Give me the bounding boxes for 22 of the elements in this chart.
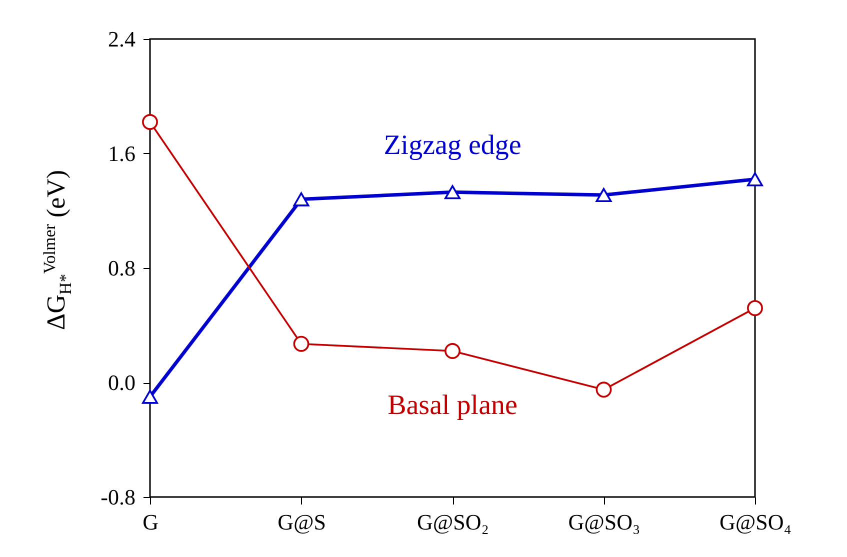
x-tick-label: G@SO₂: [417, 510, 489, 534]
point: [293, 336, 310, 352]
point: [142, 390, 158, 404]
y-tick-label: 0.0: [108, 370, 136, 395]
point: [596, 382, 612, 398]
point: [596, 188, 612, 202]
x-tick-label: G@SO₃: [568, 510, 640, 534]
x-tick-label: G: [142, 510, 159, 534]
series-label: Zigzag edge: [384, 130, 522, 162]
y-tick-label: 0.8: [108, 256, 136, 280]
point: [142, 114, 158, 130]
x-tick-label: G@S: [278, 510, 326, 534]
point: [747, 172, 763, 186]
series-label: Basal plane: [388, 390, 518, 422]
point: [444, 343, 460, 359]
point: [444, 185, 460, 200]
point: [747, 300, 763, 316]
y-tick-label: 2.4: [108, 26, 136, 52]
y-tick-label: -0.8: [100, 484, 136, 510]
y-tick-label: 1.6: [108, 141, 136, 166]
x-tick-label: G@SO₄: [720, 510, 792, 534]
point: [293, 192, 310, 206]
